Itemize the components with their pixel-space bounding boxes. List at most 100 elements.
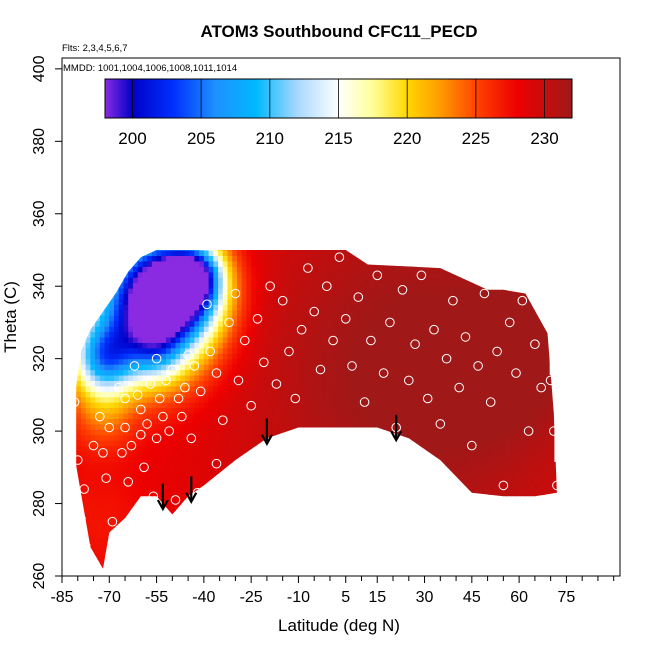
heatmap-cell [151, 342, 158, 349]
heatmap-cell [213, 266, 219, 273]
heatmap-cell [180, 266, 186, 273]
heatmap-cell [388, 271, 394, 278]
heatmap-cell [497, 418, 503, 425]
heatmap-cell [497, 429, 503, 436]
heatmap-cell [440, 396, 446, 403]
heatmap-cell [118, 282, 125, 289]
heatmap-cell [213, 434, 219, 441]
heatmap-cell [397, 374, 404, 381]
heatmap-cell [147, 353, 153, 360]
observation-point [224, 317, 234, 328]
heatmap-cell [506, 304, 512, 311]
heatmap-cell [232, 336, 238, 343]
observation-point [359, 397, 370, 407]
heatmap-cell [326, 391, 333, 398]
heatmap-cell [199, 320, 205, 327]
heatmap-cell [99, 391, 106, 398]
heatmap-cell [397, 315, 404, 322]
heatmap-cell [497, 489, 503, 496]
heatmap-cell [227, 331, 233, 338]
heatmap-cell [331, 293, 337, 300]
heatmap-cell [459, 282, 465, 289]
heatmap-cell [189, 391, 196, 398]
heatmap-cell [407, 326, 413, 333]
heatmap-cell [236, 282, 243, 289]
heatmap-cell [482, 342, 489, 349]
heatmap-cell [312, 250, 318, 251]
heatmap-cell [279, 298, 285, 305]
heatmap-cell [80, 342, 87, 349]
heatmap-cell [109, 505, 115, 512]
heatmap-cell [454, 472, 460, 479]
heatmap-cell [109, 315, 115, 322]
heatmap-cell [293, 309, 300, 316]
heatmap-cell [322, 304, 328, 311]
heatmap-cell [255, 380, 262, 387]
heatmap-cell [142, 358, 148, 365]
heatmap-cell [359, 342, 366, 349]
heatmap-cell [482, 298, 489, 305]
heatmap-cell [109, 353, 115, 360]
heatmap-cell [147, 440, 153, 447]
heatmap-cell [137, 456, 143, 463]
heatmap-cell [175, 489, 181, 496]
heatmap-cell [203, 402, 210, 409]
heatmap-cell [459, 423, 465, 430]
heatmap-cell [194, 423, 200, 430]
heatmap-cell [104, 402, 110, 409]
heatmap-cell [203, 282, 210, 289]
heatmap-cell [435, 434, 441, 441]
heatmap-cell [255, 336, 262, 343]
heatmap-cell [109, 516, 115, 523]
heatmap-cell [203, 260, 210, 267]
heatmap-cell [265, 342, 271, 349]
heatmap-cell [515, 331, 522, 338]
heatmap-cell [459, 364, 465, 371]
heatmap-cell [142, 298, 148, 305]
heatmap-cell [109, 396, 115, 403]
heatmap-cell [378, 385, 385, 392]
heatmap-cell [180, 336, 186, 343]
heatmap-cell [284, 293, 290, 300]
heatmap-cell [331, 374, 337, 381]
heatmap-cell [331, 250, 337, 257]
heatmap-cell [345, 331, 352, 338]
heatmap-cell [236, 260, 243, 267]
heatmap-cell [430, 336, 437, 343]
heatmap-cell [322, 353, 328, 360]
heatmap-cell [539, 434, 545, 441]
heatmap-cell [184, 277, 191, 284]
heatmap-cell [132, 451, 139, 458]
heatmap-cell [459, 412, 465, 420]
heatmap-cell [492, 483, 498, 490]
heatmap-cell [435, 293, 441, 300]
heatmap-cell [459, 456, 465, 463]
heatmap-cell [166, 282, 172, 289]
heatmap-cell [383, 423, 389, 430]
heatmap-cell [137, 391, 143, 398]
heatmap-cell [151, 407, 158, 414]
heatmap-cell [213, 374, 219, 381]
observation-point [511, 368, 521, 378]
heatmap-cell [374, 391, 380, 398]
heatmap-cell [520, 412, 527, 420]
heatmap-cell [241, 288, 248, 295]
heatmap-cell [270, 309, 276, 316]
heatmap-cell [232, 271, 238, 278]
heatmap-cell [440, 423, 446, 430]
heatmap-cell [189, 402, 196, 409]
heatmap-cell [274, 250, 281, 251]
heatmap-cell [128, 315, 134, 322]
heatmap-cell [355, 277, 361, 284]
heatmap-cell [170, 331, 177, 338]
heatmap-cell [203, 347, 210, 354]
heatmap-cell [454, 396, 460, 403]
heatmap-cell [175, 288, 181, 295]
heatmap-cell [142, 402, 148, 409]
heatmap-cell [114, 434, 120, 441]
heatmap-cell [170, 456, 177, 463]
heatmap-cell [336, 423, 342, 430]
heatmap-cell [90, 537, 96, 544]
heatmap-cell [128, 288, 134, 295]
heatmap-cell [298, 369, 304, 376]
